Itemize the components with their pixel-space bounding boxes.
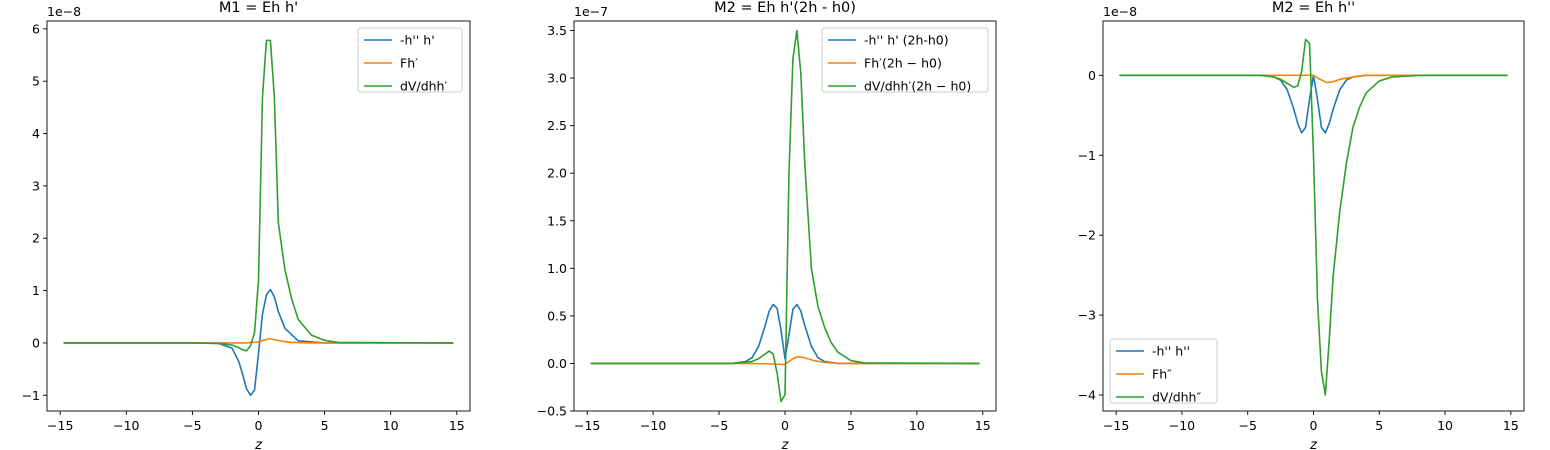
x-tick-label: −15 [1103, 418, 1129, 433]
y-tick-label: 0.0 [547, 356, 567, 371]
legend: -h'' h' (2h-h0) Fh′(2h − h0) dV/dhh′(2h − … [821, 27, 989, 94]
y-tick-label: −1 [1078, 148, 1096, 163]
y-tick-label: 0 [32, 335, 40, 350]
series-line-1-3 [63, 39, 454, 352]
x-tick-label: −5 [1239, 418, 1257, 433]
x-tick-label: 10 [1437, 418, 1453, 433]
y-tick-label: −1 [22, 388, 40, 403]
y-tick-label: 1 [32, 283, 40, 298]
y-tick-label: 0 [1088, 68, 1096, 83]
x-tick-label: −15 [574, 418, 600, 433]
legend-label: Fh″ [1152, 367, 1172, 382]
chart-panel-2: −15 −10 −5 0 5 10 15 −0.5 0.0 0.5 1.0 1.5 2.0 2.5 3.0 3… [537, 0, 997, 450]
x-tick-label: 5 [1375, 418, 1383, 433]
y-tick-label: −3 [1078, 308, 1096, 323]
legend: -h'' h' Fh′ dV/dhh′ [357, 27, 463, 94]
legend-box [821, 27, 989, 93]
x-tick-label: 15 [1503, 418, 1519, 433]
x-axis-label: z [1309, 438, 1318, 450]
x-axis-label: z [781, 438, 790, 450]
chart-title: M2 = Eh h'(2h - h0) [714, 0, 856, 16]
series-line-1-1 [63, 288, 454, 397]
y-tick-label: −0.5 [537, 404, 567, 419]
y-tick-label: 5 [32, 74, 40, 89]
y-tick-label: 3.0 [547, 71, 567, 86]
x-tick-label: 0 [1310, 418, 1318, 433]
y-tick-label: 3.5 [547, 23, 567, 38]
series-line-2-3 [590, 29, 980, 403]
series-line-2-2 [590, 355, 980, 366]
x-tick-label: −10 [113, 418, 139, 433]
y-tick-label: 2 [32, 231, 40, 246]
y-offset-text: 1e−8 [1103, 4, 1137, 19]
x-tick-label: 5 [321, 418, 329, 433]
legend-label: Fh′ [400, 56, 418, 71]
y-tick-label: 1.5 [547, 213, 567, 228]
y-tick-label: 3 [32, 178, 40, 193]
y-tick-label: 2.0 [547, 166, 567, 181]
legend: -h'' h'' Fh″ dV/dhh″ [1109, 338, 1218, 405]
x-tick-label: 0 [781, 418, 789, 433]
legend-label: -h'' h' (2h-h0) [864, 33, 949, 48]
y-offset-text: 1e−8 [47, 4, 81, 19]
legend-label: Fh′(2h − h0) [864, 56, 942, 71]
series-line-3-1 [1119, 74, 1508, 134]
series-line-3-3 [1119, 38, 1508, 396]
legend-label: -h'' h'' [1152, 344, 1190, 359]
y-tick-label: −2 [1078, 228, 1096, 243]
y-tick-label: 0.5 [547, 308, 567, 323]
x-tick-label: −10 [1169, 418, 1195, 433]
y-tick-label: 2.5 [547, 118, 567, 133]
legend-label: -h'' h' [400, 33, 435, 48]
legend-label: dV/dhh′(2h − h0) [864, 79, 971, 94]
legend-label: dV/dhh′ [400, 79, 447, 94]
y-tick-label: 1.0 [547, 261, 567, 276]
x-tick-label: −15 [47, 418, 73, 433]
x-tick-label: 0 [255, 418, 263, 433]
legend-box [1109, 338, 1218, 404]
x-tick-label: 5 [847, 418, 855, 433]
x-tick-label: −5 [183, 418, 201, 433]
y-tick-label: −4 [1078, 388, 1096, 403]
x-axis-label: z [254, 438, 263, 450]
x-tick-label: 10 [383, 418, 399, 433]
x-tick-label: 10 [909, 418, 925, 433]
x-tick-label: −5 [710, 418, 728, 433]
series-line-1-2 [63, 337, 454, 344]
chart-title: M1 = Eh h' [219, 0, 298, 16]
legend-box [357, 27, 463, 93]
y-offset-text: 1e−7 [574, 4, 608, 19]
x-tick-label: 15 [975, 418, 991, 433]
series-line-3-2 [1119, 74, 1508, 84]
y-tick-label: 6 [32, 21, 40, 36]
x-tick-label: −10 [640, 418, 666, 433]
legend-label: dV/dhh″ [1152, 390, 1201, 405]
y-tick-label: 4 [32, 126, 40, 141]
chart-title: M2 = Eh h'' [1272, 0, 1355, 16]
x-tick-label: 15 [449, 418, 465, 433]
